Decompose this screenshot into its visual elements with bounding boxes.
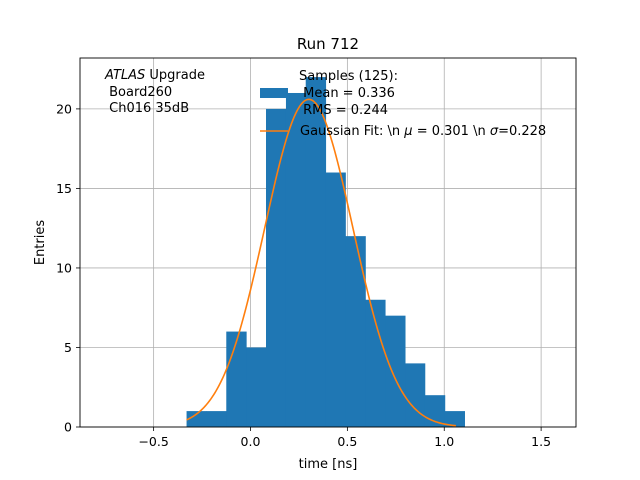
legend-histogram-line-2: Mean = 0.336 [299, 86, 395, 101]
x-tick-label: −0.5 [138, 434, 168, 449]
y-tick-label: 15 [56, 181, 72, 196]
histogram-bar [206, 411, 227, 427]
y-tick-label: 20 [56, 101, 72, 116]
histogram-bar [365, 299, 386, 427]
histogram-bar [285, 92, 307, 427]
x-tick-label: 0.5 [337, 434, 357, 449]
y-tick-label: 5 [64, 340, 72, 355]
histogram-bar [444, 411, 465, 427]
fit-mu-symbol: μ [403, 124, 412, 139]
histogram-bar [405, 363, 426, 427]
histogram-bar [186, 411, 207, 427]
histogram-bar [385, 315, 406, 427]
y-tick-label: 10 [56, 260, 72, 275]
legend-histogram-line-1: Samples (125): [299, 69, 398, 84]
x-tick-label: 1.5 [531, 434, 551, 449]
annotation-line-2: Board260 [105, 85, 172, 100]
histogram-bar [266, 108, 287, 428]
fit-sigma-text: =0.228 [498, 124, 546, 139]
x-axis-ticks: −0.5 0.0 0.5 1.0 1.5 [138, 427, 551, 449]
histogram-bar [226, 331, 247, 427]
x-axis-label: time [ns] [299, 457, 358, 472]
x-tick-label: 1.0 [434, 434, 454, 449]
y-axis-ticks: 0 5 10 15 20 [56, 101, 80, 435]
x-tick-label: 0.0 [241, 434, 261, 449]
legend-fit-label: Gaussian Fit: \n μ = 0.301 \n σ=0.228 [300, 124, 546, 139]
legend-histogram-line-3: RMS = 0.244 [299, 103, 388, 118]
plot-frame [79, 57, 577, 428]
annotation-rest: Upgrade [145, 68, 205, 83]
chart-title: Run 712 [297, 35, 359, 53]
legend: Samples (125): Mean = 0.336 RMS = 0.244 … [260, 69, 546, 139]
fit-sigma-symbol: σ [490, 124, 499, 139]
annotation-line-3: Ch016 35dB [105, 101, 189, 116]
histogram-bar [246, 347, 267, 427]
fit-mu-text: = 0.301 \n [413, 124, 490, 139]
histogram-bar [325, 172, 346, 427]
annotation-line-1: ATLAS Upgrade [104, 68, 205, 83]
atlas-annotation: ATLAS Upgrade Board260 Ch016 35dB [104, 68, 205, 116]
histogram-bar [345, 236, 366, 427]
histogram-bars [186, 77, 465, 428]
gaussian-fit-curve [186, 98, 456, 427]
y-axis-label: Entries [33, 220, 48, 266]
y-tick-label: 0 [64, 420, 72, 435]
fit-prefix: Gaussian Fit: \n [300, 124, 404, 139]
legend-histogram-swatch [260, 88, 288, 98]
histogram-bar [305, 77, 327, 427]
annotation-italic: ATLAS [104, 68, 145, 83]
